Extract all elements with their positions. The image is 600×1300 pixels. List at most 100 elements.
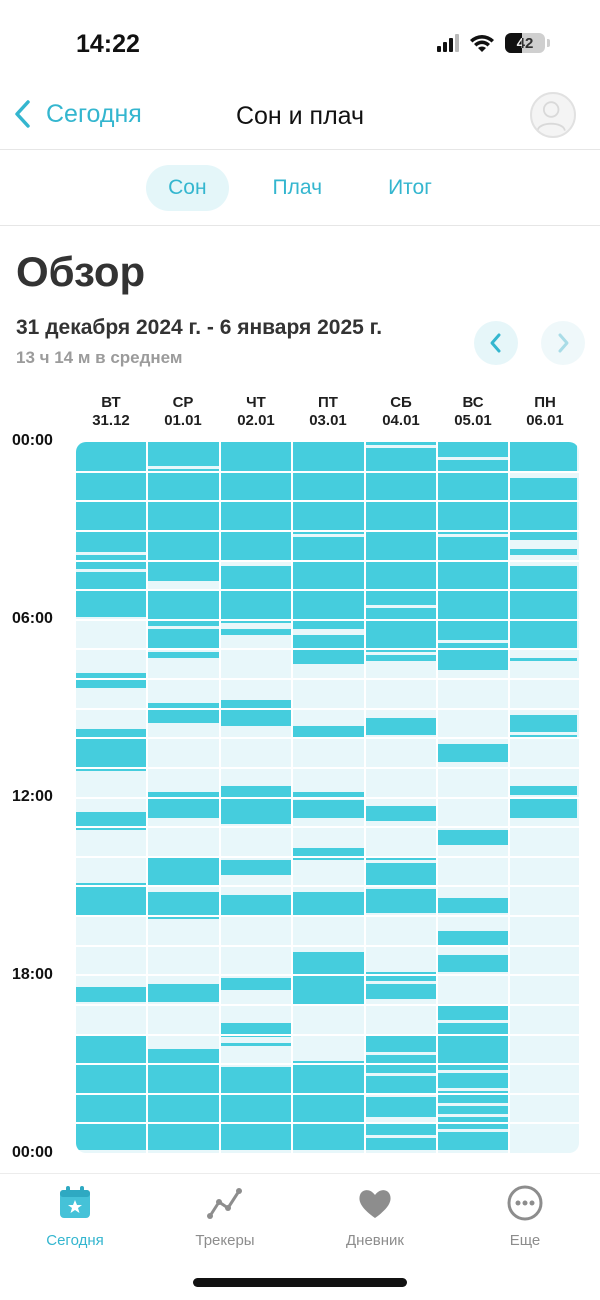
day-date: 04.01	[382, 412, 420, 429]
chevron-left-icon	[15, 100, 30, 128]
sleep-segment[interactable]	[366, 442, 436, 445]
day-of-week: ВТ	[101, 394, 121, 411]
sleep-segment[interactable]	[438, 442, 508, 457]
sleep-segment[interactable]	[438, 1105, 508, 1115]
sleep-segment[interactable]	[510, 797, 577, 819]
sleep-segment[interactable]	[76, 442, 146, 552]
sleep-segment[interactable]	[438, 744, 508, 762]
sleep-segment[interactable]	[366, 972, 436, 982]
day-separator	[219, 442, 221, 1153]
sleep-segment[interactable]	[366, 447, 436, 605]
status-bar: 14:22 42	[0, 0, 600, 90]
sleep-segment[interactable]	[366, 1034, 436, 1053]
tab-crying[interactable]: Плач	[272, 176, 323, 199]
sleep-segment[interactable]	[293, 726, 364, 739]
sleep-segment[interactable]	[366, 856, 436, 860]
tabbar-more[interactable]: Еще	[465, 1184, 585, 1249]
tabbar-today[interactable]: Сегодня	[15, 1184, 135, 1249]
back-button[interactable]: Сегодня	[12, 98, 142, 130]
sleep-segment[interactable]	[293, 951, 364, 1005]
sleep-segment[interactable]	[76, 554, 146, 570]
sleep-segment[interactable]	[438, 643, 508, 671]
sleep-segment[interactable]	[366, 984, 436, 999]
sleep-segment[interactable]	[76, 572, 146, 617]
sleep-segment[interactable]	[438, 930, 508, 946]
sleep-segment[interactable]	[510, 785, 577, 795]
sleep-segment[interactable]	[148, 791, 219, 819]
sleep-segment[interactable]	[366, 655, 436, 662]
sleep-segment[interactable]	[510, 714, 577, 733]
sleep-segment[interactable]	[76, 1034, 146, 1151]
sleep-segment[interactable]	[438, 1073, 508, 1088]
sleep-segment[interactable]	[221, 978, 291, 991]
sleep-segment[interactable]	[293, 847, 364, 860]
sleep-segment[interactable]	[293, 1061, 364, 1151]
sleep-segment[interactable]	[366, 889, 436, 914]
sleep-segment[interactable]	[438, 1090, 508, 1103]
tabbar-label: Трекеры	[195, 1232, 255, 1249]
sleep-segment[interactable]	[366, 1096, 436, 1118]
time-axis-label: 00:00	[12, 432, 53, 449]
sleep-segment[interactable]	[221, 859, 291, 875]
sleep-segment[interactable]	[76, 729, 146, 771]
tab-summary[interactable]: Итог	[388, 176, 432, 199]
tabbar-trackers[interactable]: Трекеры	[165, 1184, 285, 1249]
sleep-segment[interactable]	[148, 442, 219, 466]
sleep-segment[interactable]	[148, 652, 219, 659]
avatar[interactable]	[530, 92, 576, 138]
sleep-segment[interactable]	[148, 702, 219, 724]
sleep-segment[interactable]	[366, 806, 436, 822]
sleep-segment[interactable]	[76, 987, 146, 1002]
sleep-segment[interactable]	[76, 883, 146, 916]
sleep-segment[interactable]	[510, 735, 577, 739]
sleep-segment[interactable]	[221, 785, 291, 825]
hour-gridline	[76, 529, 579, 532]
sleep-segment[interactable]	[438, 830, 508, 845]
sleep-segment[interactable]	[510, 442, 577, 472]
sleep-segment[interactable]	[148, 856, 219, 887]
sleep-segment[interactable]	[148, 468, 219, 582]
hour-gridline	[76, 1063, 579, 1066]
sleep-segment[interactable]	[293, 892, 364, 916]
hour-gridline	[76, 618, 579, 621]
sleep-segment[interactable]	[438, 954, 508, 973]
sleep-segment[interactable]	[293, 791, 364, 798]
sleep-segment[interactable]	[148, 984, 219, 1002]
sleep-segment[interactable]	[438, 1004, 508, 1020]
sleep-segment[interactable]	[366, 862, 436, 887]
sleep-segment[interactable]	[76, 812, 146, 831]
sleep-segment[interactable]	[293, 442, 364, 534]
next-week-button[interactable]	[541, 321, 585, 365]
sleep-segment[interactable]	[438, 536, 508, 641]
hour-gridline	[76, 855, 579, 858]
tab-sleep[interactable]: Сон	[146, 165, 229, 211]
sleep-segment[interactable]	[510, 548, 577, 555]
sleep-segment[interactable]	[510, 658, 577, 662]
sleep-segment[interactable]	[148, 628, 219, 650]
sleep-segment[interactable]	[438, 1022, 508, 1071]
sleep-segment[interactable]	[221, 895, 291, 916]
sleep-segment[interactable]	[438, 898, 508, 914]
sleep-segment[interactable]	[148, 1049, 219, 1151]
hour-gridline	[76, 737, 579, 740]
sleep-segment[interactable]	[366, 1138, 436, 1151]
sleep-segment[interactable]	[293, 536, 364, 629]
tabbar-diary[interactable]: Дневник	[315, 1184, 435, 1249]
previous-week-button[interactable]	[474, 321, 518, 365]
sleep-segment[interactable]	[438, 1132, 508, 1151]
sleep-segment[interactable]	[221, 628, 291, 635]
sleep-segment[interactable]	[221, 1067, 291, 1151]
sleep-segment[interactable]	[221, 566, 291, 623]
sleep-segment[interactable]	[221, 699, 291, 727]
hour-gridline	[76, 885, 579, 888]
sleep-segment[interactable]	[293, 800, 364, 819]
sleep-segment[interactable]	[221, 1043, 291, 1047]
sleep-segment[interactable]	[366, 1123, 436, 1136]
sleep-segment[interactable]	[510, 566, 577, 650]
sleep-segment[interactable]	[76, 673, 146, 688]
sleep-segment[interactable]	[148, 892, 219, 919]
sleep-segment[interactable]	[366, 1075, 436, 1094]
sleep-segment[interactable]	[366, 607, 436, 653]
sleep-segment[interactable]	[510, 477, 577, 540]
sleep-segment[interactable]	[366, 717, 436, 736]
